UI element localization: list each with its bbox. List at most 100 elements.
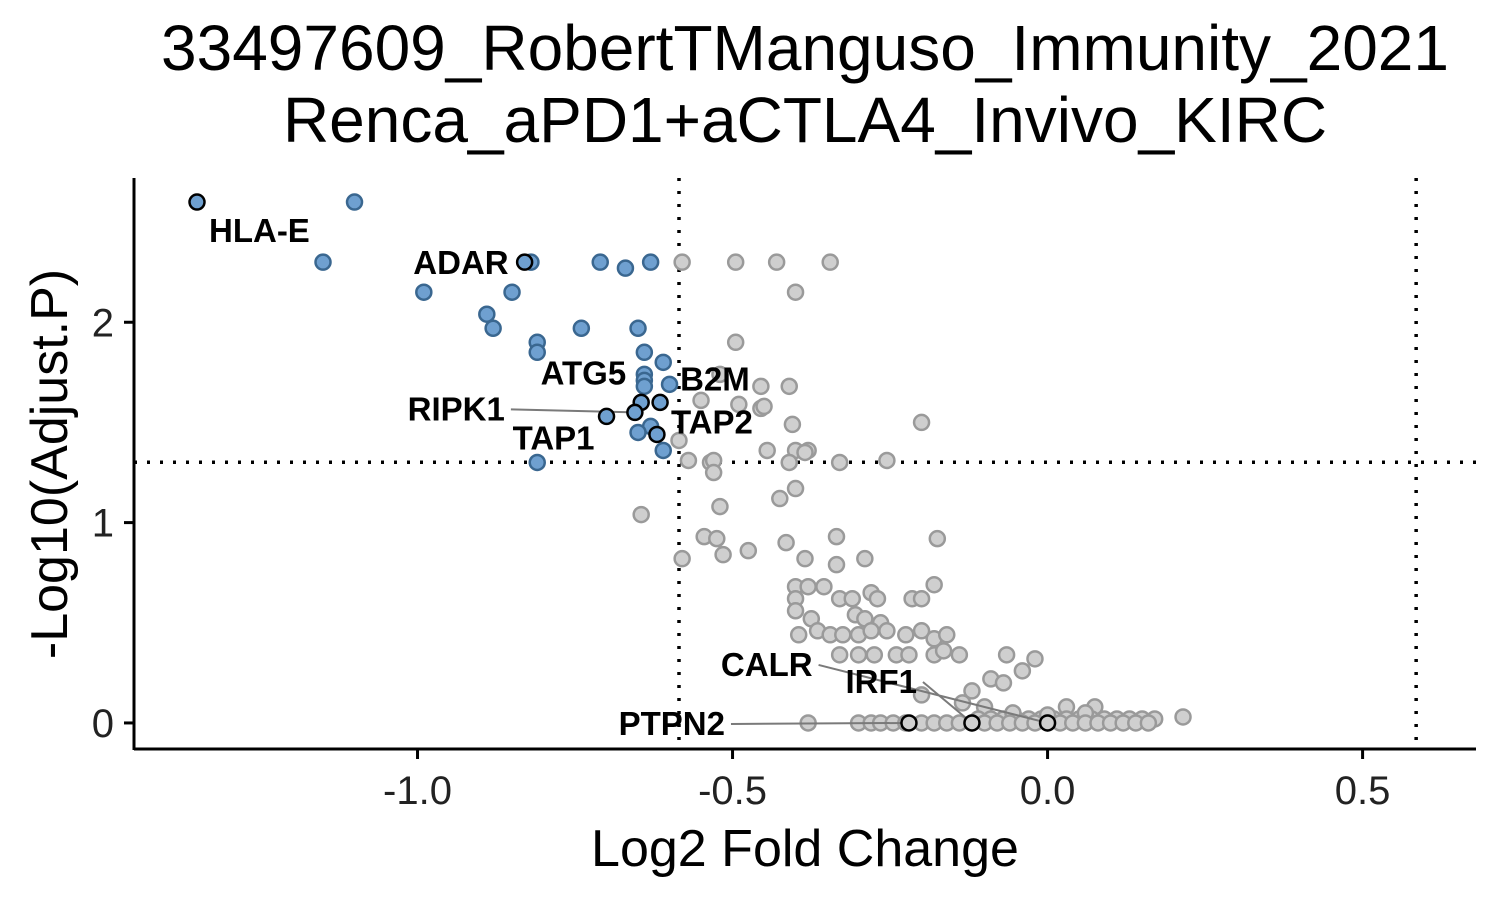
- gene-label: RIPK1: [408, 390, 505, 427]
- x-tick-label: -0.5: [698, 769, 767, 813]
- gene-label: TAP1: [513, 419, 595, 456]
- nonsignificant-point: [796, 443, 814, 462]
- gene-label: TAP2: [671, 403, 753, 440]
- significant-point: [503, 283, 521, 301]
- highlighted-point: [963, 714, 981, 732]
- highlighted-point: [900, 714, 918, 732]
- highlighted-point: [1038, 714, 1057, 732]
- nonsignificant-point: [679, 451, 698, 470]
- gene-label: IRF1: [845, 663, 917, 700]
- highlighted-point: [648, 425, 666, 444]
- label-connector: [818, 663, 1048, 724]
- label-connector: [510, 408, 635, 414]
- nonsignificant-point: [827, 555, 846, 574]
- significant-point: [484, 319, 502, 338]
- nonsignificant-point: [878, 451, 896, 470]
- nonsignificant-point: [897, 626, 915, 644]
- nonsignificant-point: [827, 527, 846, 546]
- nonsignificant-point: [856, 549, 874, 568]
- x-axis-title: Log2 Fold Change: [591, 820, 1019, 878]
- gene-label: ATG5: [541, 354, 627, 391]
- nonsignificant-point: [950, 646, 969, 664]
- nonsignificant-point: [730, 395, 748, 414]
- nonsignificant-point: [789, 626, 808, 644]
- highlighted-point: [597, 407, 616, 426]
- significant-point: [641, 253, 660, 271]
- nonsignificant-point: [692, 391, 710, 410]
- nonsignificant-point: [799, 577, 817, 596]
- nonsignificant-point: [963, 682, 981, 700]
- nonsignificant-point: [1026, 650, 1044, 668]
- nonsignificant-point: [786, 479, 805, 498]
- nonsignificant-point: [1013, 662, 1032, 680]
- label-connector: [922, 681, 973, 724]
- x-tick-label: 0.0: [1020, 769, 1076, 813]
- chart-title-line-2: Renca_aPD1+aCTLA4_Invivo_KIRC: [283, 84, 1327, 156]
- significant-point: [345, 193, 364, 211]
- nonsignificant-point: [862, 622, 880, 640]
- significant-point: [654, 353, 672, 372]
- nonsignificant-point: [673, 253, 691, 271]
- nonsignificant-point: [912, 589, 931, 608]
- nonsignificant-point: [767, 253, 786, 271]
- nonsignificant-point: [780, 377, 798, 396]
- significant-point: [629, 319, 647, 338]
- nonsignificant-point: [900, 646, 918, 664]
- nonsignificant-point: [830, 453, 849, 472]
- nonsignificant-point: [997, 646, 1016, 664]
- nonsignificant-point: [755, 397, 773, 416]
- nonsignificant-point: [771, 489, 789, 508]
- nonsignificant-point: [704, 463, 723, 482]
- chart-title-line-1: 33497609_RobertTManguso_Immunity_2021: [161, 12, 1449, 84]
- nonsignificant-point: [934, 642, 953, 660]
- highlighted-point: [515, 253, 534, 271]
- x-tick-label: -1.0: [383, 769, 452, 813]
- significant-point: [528, 453, 546, 472]
- nonsignificant-point: [777, 533, 795, 552]
- nonsignificant-point: [821, 253, 839, 271]
- nonsignificant-point: [780, 453, 798, 472]
- gene-label: ADAR: [413, 244, 508, 281]
- nonsignificant-point: [843, 589, 862, 608]
- nonsignificant-point: [673, 549, 691, 568]
- y-tick-label: 0: [92, 702, 114, 746]
- nonsignificant-point: [711, 497, 729, 516]
- significant-point: [660, 375, 679, 394]
- gene-label: PTPN2: [619, 705, 725, 742]
- nonsignificant-point: [925, 575, 943, 594]
- significant-point: [478, 305, 496, 323]
- nonsignificant-point: [726, 333, 745, 352]
- nonsignificant-point: [994, 674, 1013, 692]
- nonsignificant-point: [928, 529, 947, 548]
- y-axis-title: -Log10(Adjust.P): [21, 269, 79, 659]
- nonsignificant-point: [632, 505, 650, 524]
- significant-point: [314, 253, 332, 271]
- nonsignificant-point: [714, 545, 732, 564]
- nonsignificant-point: [830, 646, 849, 664]
- nonsignificant-point: [739, 541, 758, 560]
- gene-label: B2M: [680, 360, 750, 397]
- nonsignificant-point: [865, 646, 884, 664]
- significant-point: [572, 319, 591, 338]
- significant-point: [654, 441, 672, 460]
- nonsignificant-point: [758, 441, 776, 460]
- x-tick-label: 0.5: [1335, 769, 1391, 813]
- nonsignificant-point: [786, 602, 805, 620]
- significant-point: [528, 343, 546, 362]
- nonsignificant-point: [708, 529, 726, 548]
- nonsignificant-point: [1139, 714, 1158, 732]
- nonsignificant-point: [849, 646, 868, 664]
- nonsignificant-point: [783, 415, 802, 434]
- gene-labels: HLA-E ADAR ATG5 B2M RIPK1 TAP2 TAP1 CALR IRF1 PTP…: [188, 193, 1057, 742]
- significant-point: [591, 253, 609, 271]
- significant-point: [635, 377, 654, 396]
- nonsignificant-point: [796, 549, 814, 568]
- significant-point: [629, 423, 647, 442]
- nonsignificant-point: [912, 413, 931, 432]
- gene-label: CALR: [721, 646, 813, 683]
- y-tick-label: 1: [92, 502, 114, 546]
- label-connector: [730, 721, 909, 725]
- nonsignificant-point: [868, 589, 887, 608]
- significant-point: [415, 283, 433, 301]
- axis-ticks: -1.0 -0.5 0.0 0.5 0 1 2: [92, 301, 1391, 813]
